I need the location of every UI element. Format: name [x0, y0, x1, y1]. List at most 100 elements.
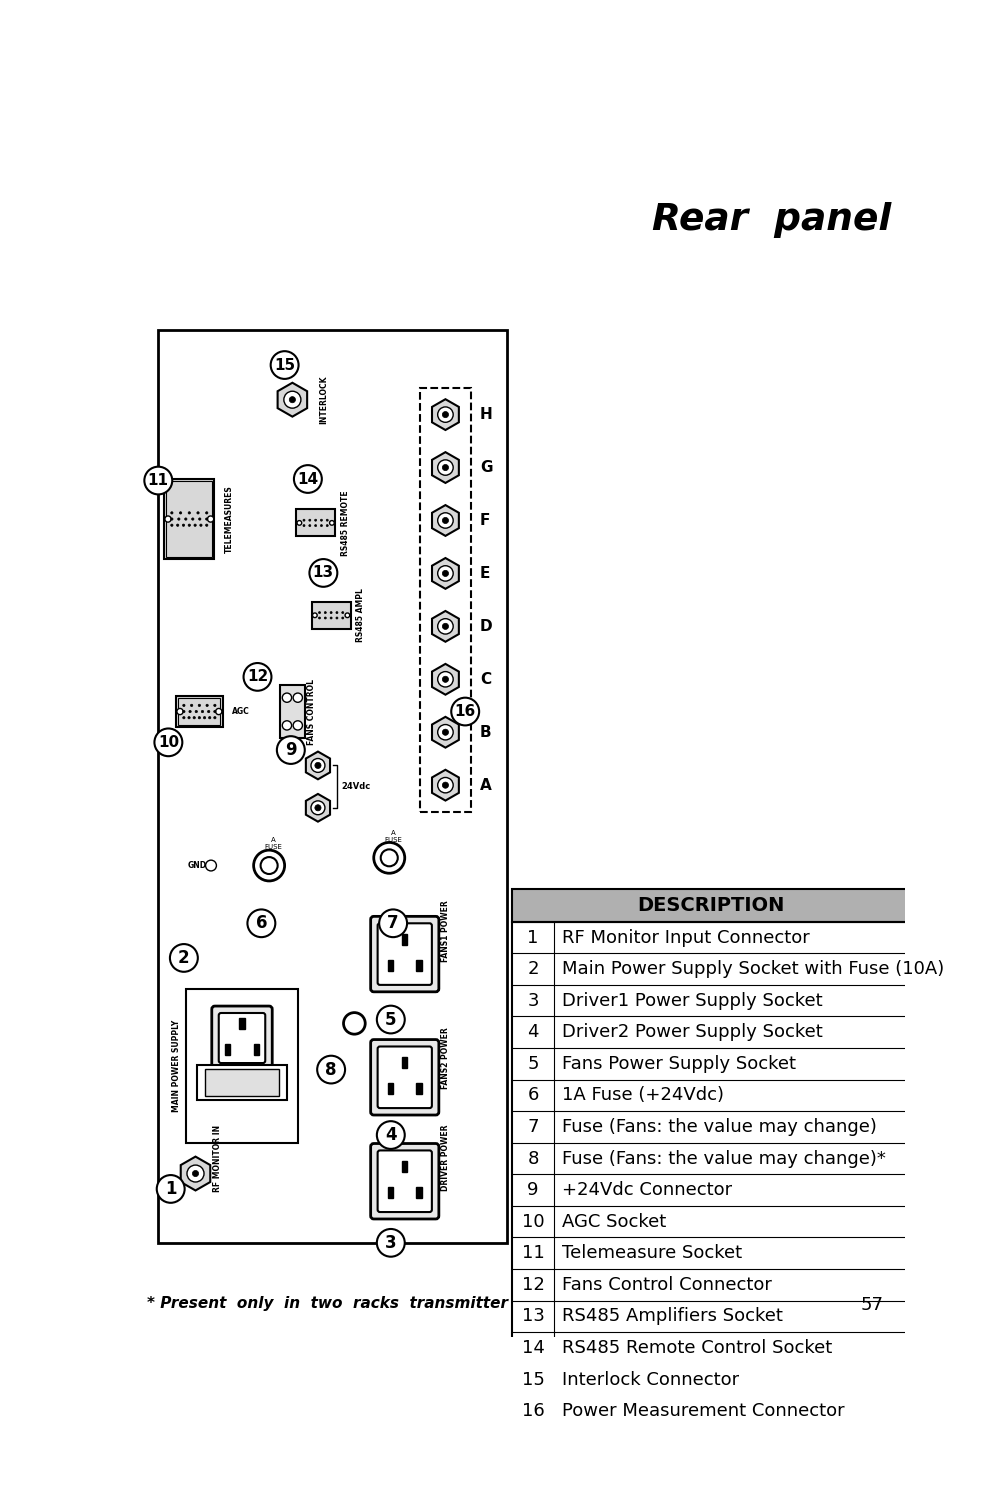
- Circle shape: [254, 850, 285, 882]
- Text: G: G: [480, 460, 492, 475]
- Circle shape: [343, 1012, 365, 1035]
- Bar: [164, 479, 214, 559]
- Text: 5: 5: [527, 1054, 539, 1072]
- Circle shape: [330, 521, 334, 526]
- Bar: [225, 1044, 230, 1054]
- Text: 12: 12: [521, 1275, 544, 1293]
- Circle shape: [324, 617, 326, 619]
- Circle shape: [182, 524, 185, 526]
- Circle shape: [315, 805, 321, 811]
- Circle shape: [205, 518, 208, 520]
- Bar: [176, 695, 222, 727]
- Circle shape: [178, 518, 180, 520]
- Circle shape: [213, 716, 216, 719]
- Circle shape: [261, 858, 278, 874]
- Text: 9: 9: [285, 740, 297, 759]
- Circle shape: [165, 517, 171, 523]
- FancyBboxPatch shape: [212, 1006, 273, 1069]
- Circle shape: [330, 611, 332, 614]
- Text: Fans Power Supply Socket: Fans Power Supply Socket: [562, 1054, 796, 1072]
- Circle shape: [197, 512, 199, 514]
- Circle shape: [185, 518, 187, 520]
- Circle shape: [188, 524, 190, 526]
- Circle shape: [438, 407, 453, 422]
- Text: 7: 7: [527, 1117, 539, 1136]
- Circle shape: [336, 617, 338, 619]
- Circle shape: [342, 611, 344, 614]
- Circle shape: [170, 945, 198, 972]
- Text: 15: 15: [274, 357, 295, 372]
- Text: D: D: [480, 619, 493, 634]
- Text: 6: 6: [527, 1086, 538, 1104]
- Text: RS485 Amplifiers Socket: RS485 Amplifiers Socket: [562, 1307, 783, 1325]
- Text: 1: 1: [527, 928, 538, 946]
- Circle shape: [183, 704, 185, 706]
- Text: 1A Fuse (+24Vdc): 1A Fuse (+24Vdc): [562, 1086, 724, 1104]
- Bar: [416, 1188, 422, 1199]
- Circle shape: [443, 676, 449, 682]
- Circle shape: [213, 710, 216, 712]
- Circle shape: [183, 710, 185, 712]
- Text: 6: 6: [256, 915, 268, 933]
- Circle shape: [208, 716, 211, 719]
- Text: Main Power Supply Socket with Fuse (10A): Main Power Supply Socket with Fuse (10A): [562, 960, 945, 978]
- Text: 4: 4: [385, 1126, 396, 1145]
- FancyBboxPatch shape: [370, 1143, 439, 1220]
- Text: 14: 14: [521, 1338, 544, 1356]
- Circle shape: [438, 619, 453, 634]
- Circle shape: [283, 692, 292, 703]
- Bar: [387, 1188, 393, 1199]
- Circle shape: [330, 617, 332, 619]
- Circle shape: [315, 763, 321, 769]
- Circle shape: [309, 520, 311, 521]
- Text: FANS2 POWER: FANS2 POWER: [441, 1027, 450, 1089]
- Circle shape: [438, 460, 453, 475]
- Circle shape: [271, 351, 299, 379]
- Text: RF Monitor Input Connector: RF Monitor Input Connector: [562, 928, 810, 946]
- Bar: [402, 1057, 407, 1068]
- Text: 1: 1: [165, 1181, 176, 1199]
- Text: 5: 5: [385, 1011, 396, 1029]
- Text: Telemeasure Socket: Telemeasure Socket: [562, 1244, 742, 1262]
- Circle shape: [191, 518, 194, 520]
- Text: H: H: [480, 407, 493, 422]
- Circle shape: [313, 613, 317, 617]
- Text: INTERLOCK: INTERLOCK: [319, 376, 328, 424]
- Text: Driver2 Power Supply Socket: Driver2 Power Supply Socket: [562, 1023, 823, 1041]
- Text: RF MONITOR IN: RF MONITOR IN: [212, 1125, 221, 1191]
- Text: 11: 11: [522, 1244, 544, 1262]
- Text: Rear  panel: Rear panel: [652, 201, 891, 237]
- Circle shape: [310, 559, 337, 587]
- Circle shape: [319, 617, 321, 619]
- Circle shape: [283, 721, 292, 730]
- Circle shape: [189, 710, 191, 712]
- Bar: [387, 960, 393, 970]
- Text: Interlock Connector: Interlock Connector: [562, 1370, 739, 1388]
- Circle shape: [290, 397, 296, 403]
- Circle shape: [326, 524, 328, 527]
- Text: 3: 3: [385, 1233, 396, 1251]
- Text: 13: 13: [521, 1307, 544, 1325]
- Circle shape: [297, 521, 302, 526]
- Circle shape: [438, 671, 453, 686]
- Circle shape: [377, 1120, 404, 1149]
- Circle shape: [183, 716, 185, 719]
- Text: 7: 7: [387, 915, 399, 933]
- FancyBboxPatch shape: [370, 916, 439, 991]
- Text: A
FUSE: A FUSE: [384, 829, 402, 843]
- Circle shape: [144, 467, 172, 494]
- Circle shape: [192, 1170, 198, 1176]
- Bar: [512, 889, 910, 922]
- Circle shape: [374, 843, 404, 873]
- Circle shape: [326, 520, 328, 521]
- Bar: [387, 1083, 393, 1095]
- Text: 14: 14: [298, 472, 319, 487]
- Circle shape: [193, 716, 195, 719]
- Circle shape: [452, 698, 479, 725]
- Circle shape: [345, 613, 350, 617]
- Circle shape: [443, 623, 449, 629]
- Circle shape: [190, 704, 193, 706]
- Circle shape: [205, 512, 208, 514]
- Circle shape: [303, 524, 305, 527]
- Circle shape: [324, 611, 326, 614]
